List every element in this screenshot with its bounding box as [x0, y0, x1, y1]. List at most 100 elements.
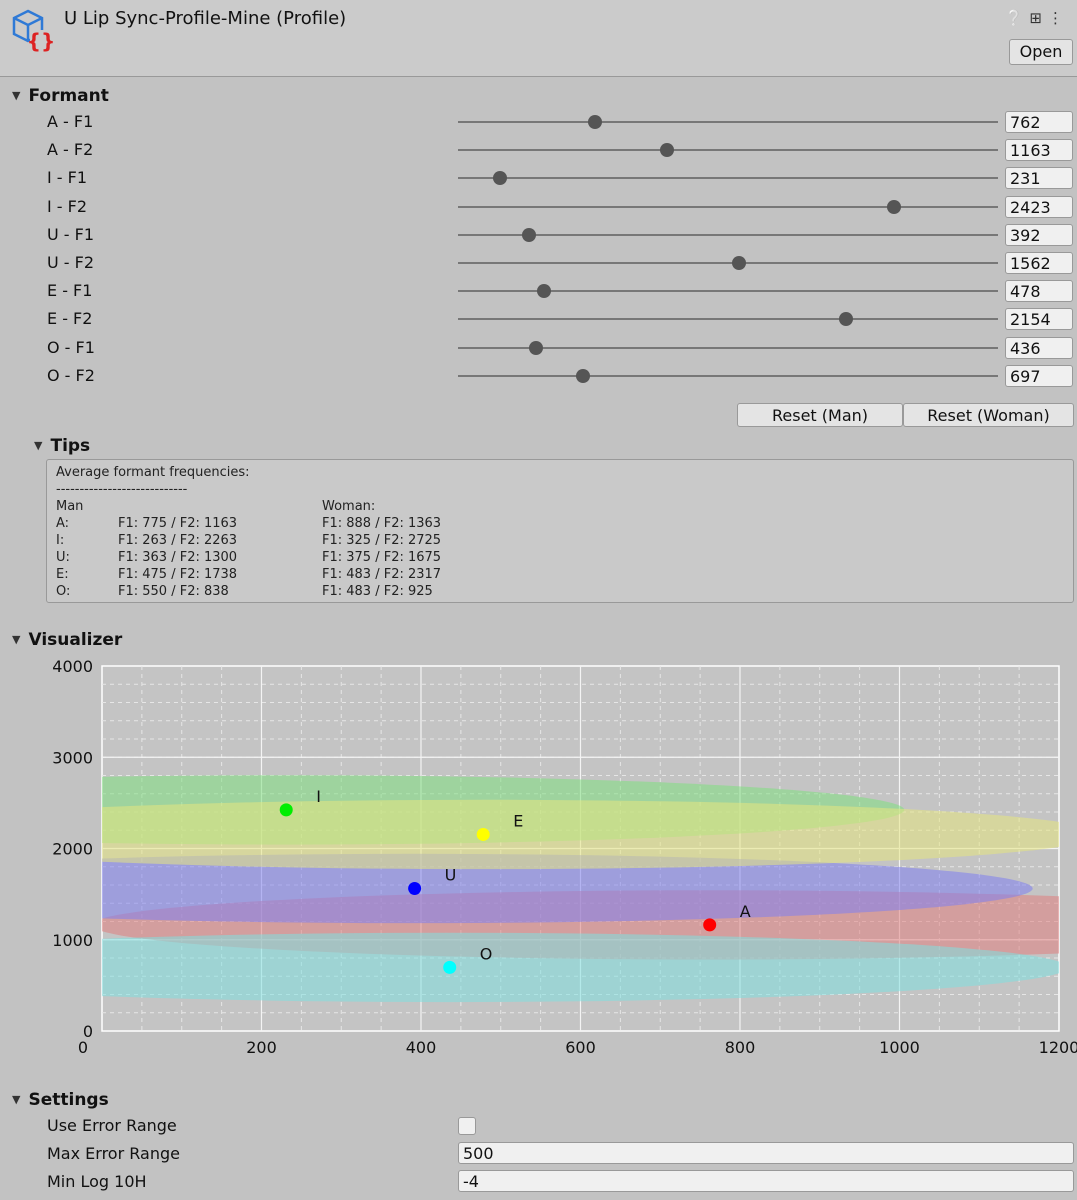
formant-slider-thumb[interactable] — [521, 228, 536, 242]
y-tick-label: 4000 — [52, 657, 93, 676]
formant-slider-thumb[interactable] — [887, 200, 902, 214]
vowel-label-a: A — [740, 902, 751, 921]
formant-label: I - F1 — [47, 168, 88, 187]
x-tick-label: 200 — [246, 1038, 277, 1057]
formant-label: E - F1 — [47, 281, 93, 300]
vowel-label-o: O — [480, 944, 493, 963]
tips-vowel-cell: E: — [56, 567, 69, 582]
formant-slider-thumb[interactable] — [838, 312, 853, 326]
x-tick-label: 1000 — [879, 1038, 920, 1057]
x-tick-label: 400 — [406, 1038, 437, 1057]
reset-man-button[interactable]: Reset (Man) — [737, 403, 903, 427]
formant-slider-thumb[interactable] — [529, 341, 544, 355]
tips-title: Average formant frequencies: — [56, 465, 250, 480]
formant-value-input[interactable]: 436 — [1005, 337, 1073, 359]
min-log-label: Min Log 10H — [47, 1172, 147, 1191]
tips-man-cell: F1: 775 / F2: 1163 — [118, 516, 238, 531]
formant-value-input[interactable]: 697 — [1005, 365, 1073, 387]
vowel-point-u — [408, 881, 422, 895]
max-error-range-label: Max Error Range — [47, 1144, 180, 1163]
tips-man-header: Man — [56, 499, 84, 514]
formant-value-input[interactable]: 1163 — [1005, 139, 1073, 161]
tips-vowel-cell: U: — [56, 550, 70, 565]
tips-woman-cell: F1: 483 / F2: 925 — [322, 584, 433, 599]
formant-slider-thumb[interactable] — [660, 143, 675, 157]
formant-slider-track[interactable] — [458, 149, 998, 151]
asset-title: U Lip Sync-Profile-Mine (Profile) — [64, 8, 347, 29]
formant-value-input[interactable]: 1562 — [1005, 252, 1073, 274]
formant-slider-track[interactable] — [458, 318, 998, 320]
formant-label: O - F1 — [47, 338, 95, 357]
formant-label: U - F2 — [47, 253, 95, 272]
formant-value-input[interactable]: 478 — [1005, 280, 1073, 302]
vowel-point-a — [703, 918, 717, 932]
settings-sliders-icon[interactable]: ⊞ — [1029, 9, 1048, 27]
formant-slider-track[interactable] — [458, 375, 998, 377]
help-icon[interactable]: ❔ — [1004, 9, 1030, 27]
open-button[interactable]: Open — [1009, 39, 1073, 65]
tips-man-cell: F1: 263 / F2: 2263 — [118, 533, 238, 548]
y-tick-label: 0 — [83, 1022, 93, 1041]
error-range-ellipse-u — [102, 853, 1033, 924]
formant-slider-track[interactable] — [458, 262, 998, 264]
x-tick-label: 800 — [725, 1038, 756, 1057]
formant-slider-track[interactable] — [458, 234, 998, 236]
formant-value-input[interactable]: 2423 — [1005, 196, 1073, 218]
visualizer-heading: Visualizer — [28, 630, 123, 650]
formant-value-input[interactable]: 231 — [1005, 167, 1073, 189]
tips-woman-cell: F1: 375 / F2: 1675 — [322, 550, 442, 565]
use-error-range-checkbox[interactable] — [458, 1117, 476, 1135]
formant-slider-track[interactable] — [458, 290, 998, 292]
settings-foldout[interactable]: ▼ Settings — [12, 1090, 109, 1110]
settings-heading: Settings — [28, 1090, 109, 1110]
tips-woman-header: Woman: — [322, 499, 376, 514]
min-log-input[interactable]: -4 — [458, 1170, 1074, 1192]
formant-slider-thumb[interactable] — [732, 256, 747, 270]
tips-man-cell: F1: 363 / F2: 1300 — [118, 550, 238, 565]
y-tick-label: 3000 — [52, 748, 93, 767]
tips-vowel-cell: O: — [56, 584, 71, 599]
formant-value-input[interactable]: 2154 — [1005, 308, 1073, 330]
vowel-point-o — [443, 960, 457, 974]
formant-foldout[interactable]: ▼ Formant — [12, 86, 109, 106]
tips-foldout[interactable]: ▼ Tips — [34, 436, 90, 456]
max-error-range-input[interactable]: 500 — [458, 1142, 1074, 1164]
x-tick-label: 1200 — [1039, 1038, 1077, 1057]
formant-slider-track[interactable] — [458, 206, 998, 208]
tips-vowel-cell: I: — [56, 533, 65, 548]
tips-woman-cell: F1: 888 / F2: 1363 — [322, 516, 442, 531]
formant-slider-thumb[interactable] — [537, 284, 552, 298]
formant-slider-track[interactable] — [458, 121, 998, 123]
formant-slider-track[interactable] — [458, 347, 998, 349]
formant-value-input[interactable]: 762 — [1005, 111, 1073, 133]
visualizer-foldout[interactable]: ▼ Visualizer — [12, 630, 122, 650]
reset-woman-button[interactable]: Reset (Woman) — [903, 403, 1074, 427]
more-vert-icon[interactable]: ⋮ — [1048, 9, 1069, 27]
vowel-point-e — [476, 827, 490, 841]
scriptable-object-icon: {} — [12, 9, 54, 52]
y-tick-label: 1000 — [52, 931, 93, 950]
foldout-triangle-icon: ▼ — [12, 1093, 21, 1106]
formant-label: I - F2 — [47, 197, 88, 216]
formant-slider-thumb[interactable] — [588, 115, 603, 129]
x-tick-label: 600 — [565, 1038, 596, 1057]
tips-man-cell: F1: 550 / F2: 838 — [118, 584, 229, 599]
formant-slider-track[interactable] — [458, 177, 998, 179]
tips-man-cell: F1: 475 / F2: 1738 — [118, 567, 238, 582]
tips-help-box: Average formant frequencies: -----------… — [46, 459, 1074, 603]
y-tick-label: 2000 — [52, 840, 93, 859]
tips-separator: ---------------------------- — [56, 482, 188, 497]
formant-slider-thumb[interactable] — [492, 171, 507, 185]
formant-slider-thumb[interactable] — [576, 369, 591, 383]
formant-label: A - F2 — [47, 140, 94, 159]
formant-label: O - F2 — [47, 366, 95, 385]
vowel-label-e: E — [513, 811, 523, 830]
formant-label: E - F2 — [47, 309, 93, 328]
foldout-triangle-icon: ▼ — [12, 633, 21, 646]
formant-visualizer-chart: A I U E O 0 200 400 600 800 1000 1200 0 1000 2000 3000 4… — [52, 657, 1077, 1057]
tips-vowel-cell: A: — [56, 516, 70, 531]
tips-woman-cell: F1: 483 / F2: 2317 — [322, 567, 442, 582]
foldout-triangle-icon: ▼ — [12, 89, 21, 102]
formant-value-input[interactable]: 392 — [1005, 224, 1073, 246]
use-error-range-label: Use Error Range — [47, 1116, 177, 1135]
